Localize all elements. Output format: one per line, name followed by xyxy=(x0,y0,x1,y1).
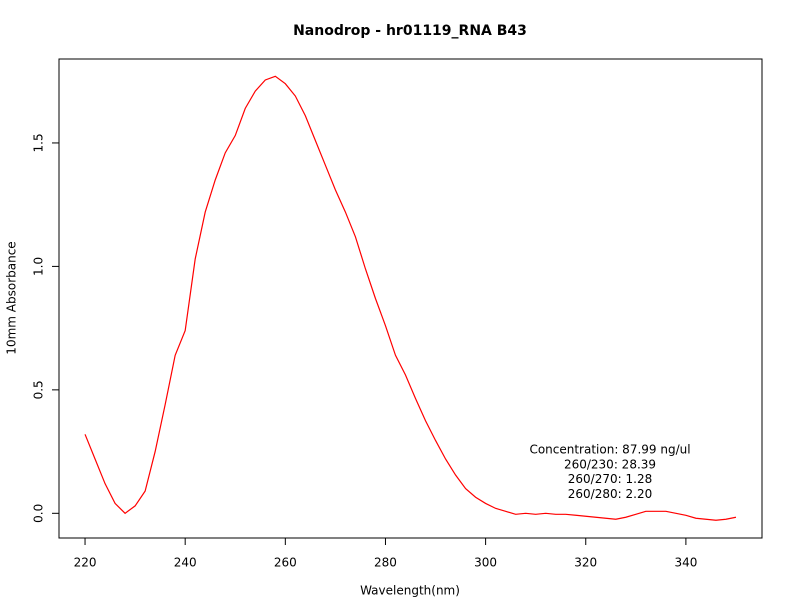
x-tick-label: 320 xyxy=(574,556,597,570)
x-tick-label: 300 xyxy=(474,556,497,570)
annotation: 260/270: 1.28 xyxy=(568,472,652,486)
y-tick-label: 1.5 xyxy=(32,133,46,152)
annotation: Concentration: 87.99 ng/ul xyxy=(529,443,690,457)
x-tick-label: 260 xyxy=(274,556,297,570)
x-tick-label: 340 xyxy=(674,556,697,570)
data-line xyxy=(84,75,737,521)
y-tick-label: 1.0 xyxy=(32,257,46,276)
x-tick-label: 220 xyxy=(74,556,97,570)
plot-frame xyxy=(58,58,763,539)
y-tick-label: 0.0 xyxy=(32,504,46,523)
y-tick-label: 0.5 xyxy=(32,380,46,399)
annotation: 260/230: 28.39 xyxy=(564,457,656,471)
annotation: 260/280: 2.20 xyxy=(568,487,652,501)
x-axis-label: Wavelength(nm) xyxy=(360,584,460,598)
y-axis-label: 10mm Absorbance xyxy=(5,241,19,354)
chart-title: Nanodrop - hr01119_RNA B43 xyxy=(293,23,527,39)
x-tick-label: 240 xyxy=(174,556,197,570)
x-tick-label: 280 xyxy=(374,556,397,570)
